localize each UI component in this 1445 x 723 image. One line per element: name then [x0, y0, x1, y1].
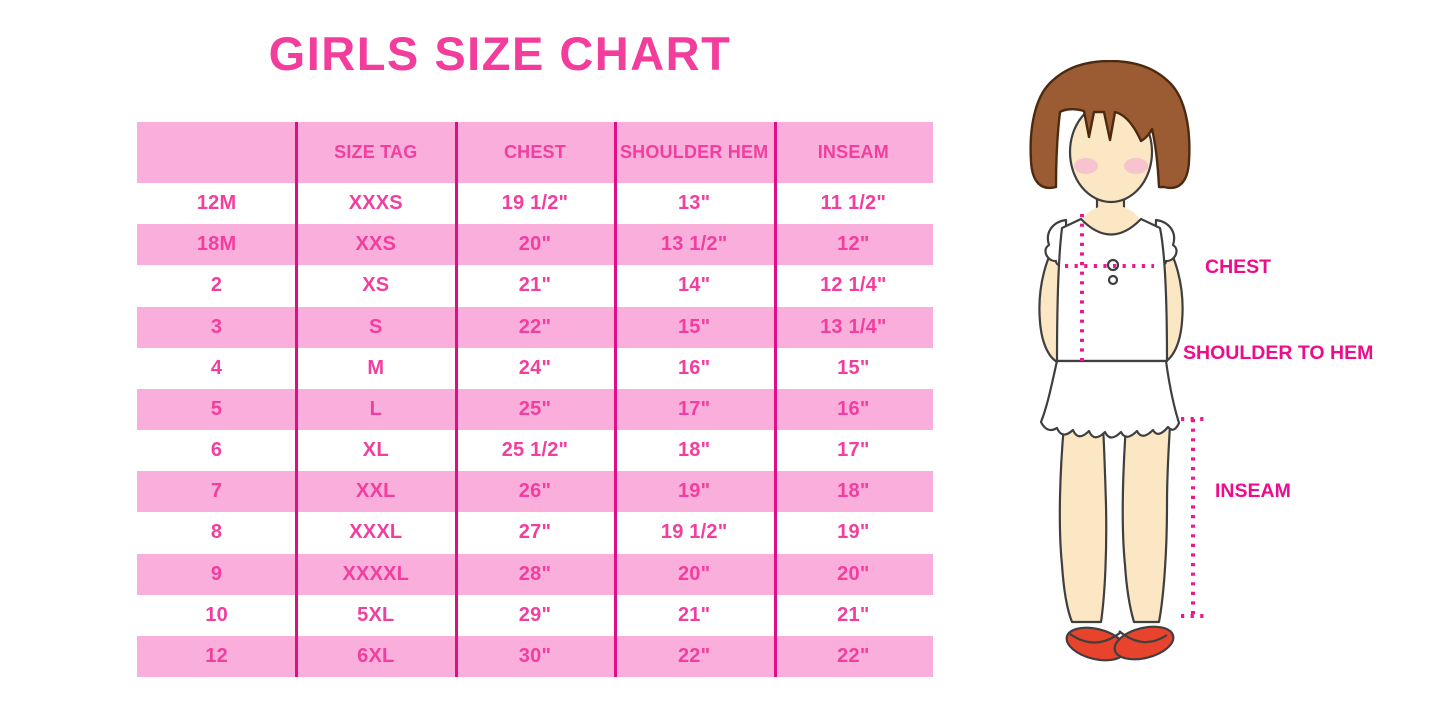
inseam-label: INSEAM: [1215, 480, 1291, 502]
table-row: 2 XS 21" 14" 12 1/4": [137, 265, 933, 307]
table-cell: 26": [518, 480, 552, 503]
table-cell: 16": [837, 397, 870, 420]
table-cell: 30": [518, 644, 552, 667]
table-cell: 17": [677, 397, 711, 420]
table-cell: 19": [677, 480, 711, 503]
table-cell: 8: [210, 521, 223, 544]
table-row: 9 XXXXL 28" 20" 20": [137, 553, 933, 595]
table-cell: 19 1/2": [501, 192, 569, 215]
table-cell: 22": [837, 644, 870, 667]
shoulder-to-hem-label: SHOULDER TO HEM: [1183, 342, 1373, 364]
table-cell: 21": [677, 603, 711, 626]
table-cell: 12: [205, 644, 228, 667]
table-cell: 16": [677, 356, 711, 379]
table-row: 10 5XL 29" 21" 21": [137, 594, 933, 636]
dress-button: [1107, 274, 1119, 286]
column-header: SIZE TAG: [334, 142, 418, 162]
table-cell: M: [367, 356, 385, 379]
table-cell: 3: [210, 315, 223, 338]
table-cell: 9: [210, 562, 223, 585]
size-table: SIZE TAG CHEST SHOULDER HEM INSEAM 12M XXXS 19…: [137, 122, 933, 678]
table-row: 3 S 22" 15" 13 1/4": [137, 306, 933, 348]
blush-left: [1074, 158, 1098, 174]
table-cell: 19": [837, 521, 870, 544]
column-header: CHEST: [503, 142, 566, 162]
table-column-divider: [295, 122, 298, 677]
table-cell: 12": [837, 233, 870, 256]
table-cell: 18": [837, 480, 870, 503]
girl-top: [1055, 217, 1169, 363]
table-cell: 18M: [196, 233, 237, 256]
table-cell: 6: [210, 439, 223, 462]
table-cell: S: [369, 315, 383, 338]
table-cell: L: [369, 397, 382, 420]
table-cell: XXS: [355, 233, 397, 256]
table-cell: 29": [518, 603, 552, 626]
table-column-divider: [614, 122, 617, 677]
table-cell: 27": [518, 521, 552, 544]
header-row: SIZE TAG CHEST SHOULDER HEM INSEAM: [137, 122, 933, 183]
table-cell: XS: [362, 274, 390, 297]
table-cell: 28": [518, 562, 552, 585]
table-cell: XL: [362, 439, 389, 462]
blush-right: [1124, 158, 1148, 174]
girl-shoe-right: [1113, 625, 1175, 661]
table-cell: 21": [837, 603, 870, 626]
table-cell: 5XL: [357, 603, 395, 626]
table-cell: 20": [837, 562, 870, 585]
table-column-divider: [455, 122, 458, 677]
table-cell: 11 1/2": [820, 192, 887, 215]
column-header: INSEAM: [817, 142, 889, 162]
table-row: 6 XL 25 1/2" 18" 17": [137, 430, 933, 472]
table-row: 4 M 24" 16" 15": [137, 347, 933, 389]
girl-leg-right: [1121, 423, 1172, 624]
table-cell: 25": [518, 397, 552, 420]
table-cell: 25 1/2": [501, 439, 569, 462]
table-cell: 7: [210, 480, 223, 503]
column-header: [137, 122, 296, 183]
table-cell: 14": [677, 274, 711, 297]
column-header: SHOULDER HEM: [619, 142, 769, 162]
table-row: 12M XXXS 19 1/2" 13" 11 1/2": [137, 183, 933, 225]
table-row: 5 L 25" 17" 16": [137, 388, 933, 431]
table-cell: 20": [518, 233, 552, 256]
table-cell: 21": [518, 274, 552, 297]
table-cell: XXXXL: [342, 562, 410, 585]
table-cell: 10: [205, 603, 228, 626]
table-cell: 13 1/4": [820, 315, 887, 338]
table-cell: 24": [518, 356, 552, 379]
chest-label: CHEST: [1205, 256, 1271, 278]
table-cell: 6XL: [357, 644, 395, 667]
table-cell: 13": [677, 192, 711, 215]
table-cell: 12 1/4": [820, 274, 887, 297]
table-row: 8 XXXL 27" 19 1/2" 19": [137, 512, 933, 554]
table-cell: XXXL: [349, 521, 403, 544]
table-cell: 20": [677, 562, 711, 585]
table-cell: 4: [210, 356, 223, 379]
girl-hair: [1029, 60, 1191, 190]
table-cell: 19 1/2": [660, 521, 728, 544]
table-cell: 17": [837, 439, 870, 462]
table-cell: 22": [518, 315, 552, 338]
table-cell: 12M: [196, 192, 237, 215]
table-row: 12 6XL 30" 22" 22": [137, 635, 933, 678]
table-cell: 5: [210, 397, 223, 420]
girl-leg-left: [1058, 423, 1108, 624]
table-cell: 18": [677, 439, 711, 462]
table-cell: 15": [677, 315, 711, 338]
table-cell: 13 1/2": [660, 233, 728, 256]
girl-skirt: [1039, 359, 1181, 439]
table-cell: XXXS: [348, 192, 403, 215]
table-row: 7 XXL 26" 19" 18": [137, 471, 933, 513]
table-cell: 15": [837, 356, 870, 379]
table-column-divider: [774, 122, 777, 677]
table-cell: XXL: [356, 480, 396, 503]
page-title: GIRLS SIZE CHART: [268, 27, 732, 80]
girl-illustration: CHEST SHOULDER TO HEM INSEAM: [1029, 60, 1373, 662]
table-row: 18M XXS 20" 13 1/2" 12": [137, 224, 933, 266]
table-cell: 22": [677, 644, 711, 667]
table-cell: 2: [210, 274, 223, 297]
